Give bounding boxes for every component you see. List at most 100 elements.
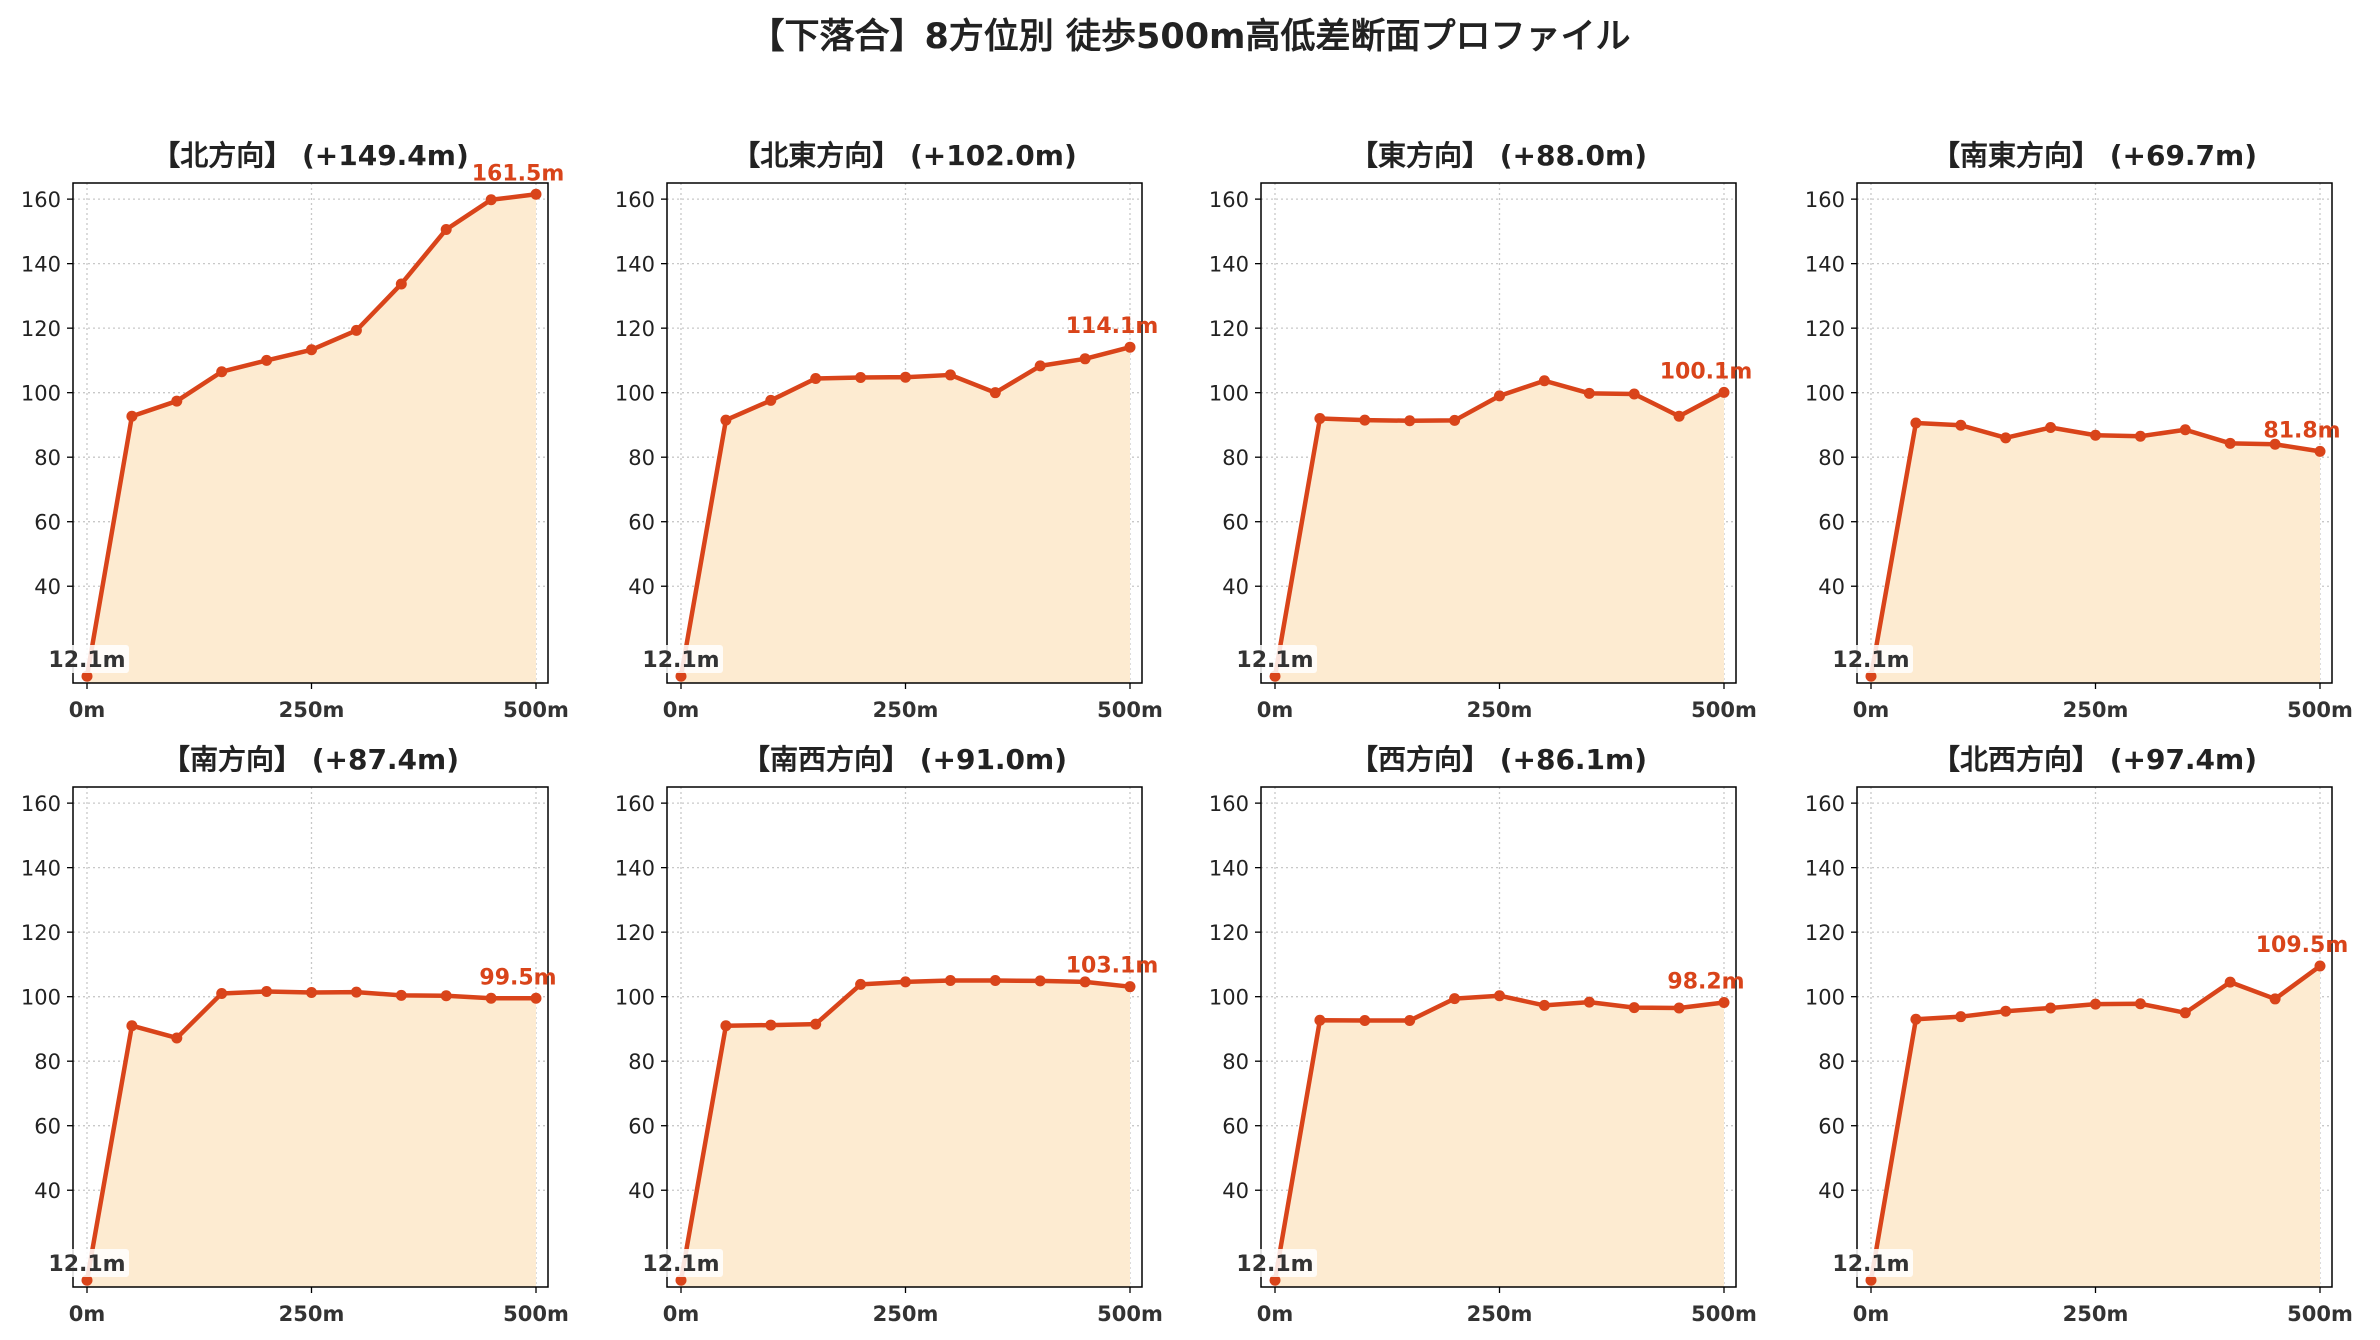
- plot-frame: [1260, 786, 1737, 1288]
- data-point: [440, 223, 452, 235]
- data-point: [765, 1019, 777, 1031]
- y-tick-label: 160: [1805, 792, 1845, 816]
- start-value-label: 12.1m: [1832, 1252, 1909, 1277]
- data-point: [1538, 999, 1550, 1011]
- data-point: [810, 372, 822, 384]
- elevation-area: [1871, 423, 2320, 683]
- x-tick-label: 0m: [69, 698, 106, 722]
- x-tick-label: 0m: [663, 698, 700, 722]
- panel-title: 【北西方向】 (+97.4m): [1932, 743, 2257, 776]
- panel-0: 【北方向】 (+149.4m) 40 60 80 100 120 140 160 0m 250m 5…: [21, 139, 569, 722]
- data-point: [2045, 1002, 2057, 1014]
- y-tick-label: 160: [615, 792, 655, 816]
- y-tick-label: 80: [1818, 1050, 1845, 1074]
- data-point: [2134, 430, 2146, 442]
- x-tick-label: 250m: [2063, 698, 2129, 722]
- data-point: [2090, 998, 2101, 1010]
- y-tick-label: 120: [21, 921, 61, 945]
- y-tick-label: 100: [21, 986, 61, 1010]
- end-value-label: 103.1m: [1066, 954, 1159, 979]
- data-point: [1449, 414, 1461, 426]
- start-value-label: 12.1m: [48, 1252, 125, 1277]
- plot-frame: [72, 786, 549, 1288]
- x-tick-label: 500m: [503, 1302, 569, 1326]
- data-point: [1494, 390, 1505, 402]
- y-tick-label: 100: [1805, 986, 1845, 1010]
- data-point: [171, 1032, 183, 1044]
- elevation-area: [1275, 380, 1724, 683]
- y-tick-label: 60: [1222, 511, 1249, 535]
- data-point: [530, 188, 542, 200]
- data-point: [2224, 437, 2236, 449]
- data-point: [1124, 981, 1136, 993]
- data-point: [2224, 976, 2236, 988]
- y-tick-label: 80: [34, 1050, 61, 1074]
- data-point: [1628, 388, 1640, 400]
- x-tick-label: 250m: [279, 1302, 345, 1326]
- data-point: [2134, 998, 2146, 1010]
- y-tick-label: 80: [628, 446, 655, 470]
- data-point: [1449, 993, 1461, 1005]
- y-tick-label: 160: [1209, 188, 1249, 212]
- panel-title: 【南方向】 (+87.4m): [162, 743, 459, 776]
- x-tick-label: 0m: [1257, 1302, 1294, 1326]
- data-point: [810, 1018, 822, 1030]
- data-point: [2314, 445, 2326, 457]
- data-point: [855, 978, 867, 990]
- data-point: [216, 366, 228, 378]
- data-point: [2000, 1005, 2012, 1017]
- x-tick-label: 250m: [1467, 1302, 1533, 1326]
- data-point: [720, 414, 732, 426]
- y-tick-label: 40: [628, 575, 655, 599]
- plot-frame: [1260, 182, 1737, 684]
- data-point: [1269, 1274, 1281, 1286]
- x-tick-label: 250m: [2063, 1302, 2129, 1326]
- data-point: [1314, 412, 1326, 424]
- start-value-label: 12.1m: [642, 648, 719, 673]
- y-tick-label: 60: [1222, 1115, 1249, 1139]
- data-point: [2000, 432, 2012, 444]
- data-point: [1314, 1014, 1326, 1026]
- data-point: [1673, 1002, 1685, 1014]
- data-point: [1718, 386, 1730, 398]
- y-tick-label: 100: [1209, 382, 1249, 406]
- y-tick-label: 40: [1222, 575, 1249, 599]
- data-point: [350, 324, 362, 336]
- x-tick-label: 500m: [1691, 698, 1757, 722]
- end-value-label: 100.1m: [1660, 359, 1753, 384]
- data-point: [1865, 670, 1877, 682]
- data-point: [126, 1020, 138, 1032]
- y-tick-label: 40: [1818, 575, 1845, 599]
- panel-title: 【東方向】 (+88.0m): [1350, 139, 1647, 172]
- plot-area: [81, 986, 542, 1287]
- y-tick-label: 160: [1209, 792, 1249, 816]
- y-tick-label: 80: [1222, 1050, 1249, 1074]
- plot-frame: [1856, 182, 2333, 684]
- x-tick-label: 250m: [873, 1302, 939, 1326]
- elevation-area: [1275, 995, 1724, 1287]
- y-tick-label: 100: [1805, 382, 1845, 406]
- y-tick-label: 80: [1818, 446, 1845, 470]
- data-point: [1955, 419, 1967, 431]
- data-point: [1404, 415, 1416, 427]
- y-tick-label: 120: [1209, 317, 1249, 341]
- y-tick-label: 140: [615, 253, 655, 277]
- y-tick-label: 140: [1805, 253, 1845, 277]
- start-label-box: [1829, 645, 1913, 673]
- y-tick-label: 140: [1209, 253, 1249, 277]
- data-point: [1910, 417, 1922, 429]
- y-tick-label: 120: [615, 921, 655, 945]
- plot-area: [1269, 990, 1730, 1287]
- plot-area: [81, 188, 542, 683]
- panel-1: 【北東方向】 (+102.0m) 40 60 80 100 120 140 160 0m 250m…: [615, 139, 1163, 722]
- data-point: [2179, 424, 2191, 436]
- x-tick-label: 250m: [873, 698, 939, 722]
- y-tick-label: 100: [615, 382, 655, 406]
- y-tick-label: 160: [615, 188, 655, 212]
- data-point: [485, 194, 497, 206]
- y-tick-label: 120: [21, 317, 61, 341]
- y-tick-label: 80: [1222, 446, 1249, 470]
- panel-6: 【西方向】 (+86.1m) 40 60 80 100 120 140 160 0m 250m 50…: [1209, 743, 1757, 1326]
- end-value-label: 98.2m: [1667, 969, 1744, 994]
